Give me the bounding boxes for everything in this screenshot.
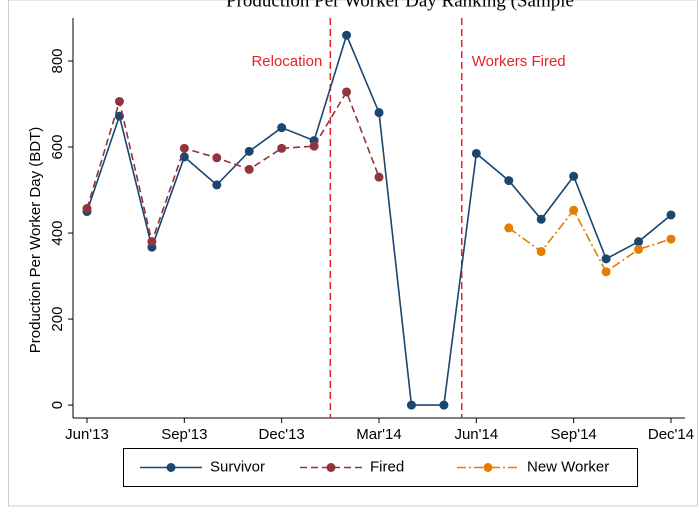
y-tick-label: 600	[49, 135, 66, 160]
data-point	[569, 171, 579, 181]
data-point	[504, 223, 514, 233]
data-point	[536, 214, 546, 224]
x-tick-label: Mar'14	[356, 426, 401, 443]
data-point	[666, 210, 676, 220]
data-point	[244, 164, 254, 174]
data-point	[374, 172, 384, 182]
data-point	[277, 123, 287, 133]
chart-title: Production Per Worker Day Ranking (Sampl…	[226, 0, 574, 11]
y-tick-label: 0	[49, 401, 66, 409]
data-point	[212, 153, 222, 163]
series-line	[508, 208, 672, 273]
data-point	[536, 247, 546, 257]
x-tick-label: Jun'14	[454, 426, 498, 443]
y-tick-label: 800	[49, 48, 66, 73]
series-line	[86, 90, 380, 245]
data-point	[666, 234, 676, 244]
data-point	[471, 148, 481, 158]
data-point	[569, 205, 579, 215]
legend-label: New Worker	[527, 458, 609, 475]
y-tick-label: 400	[49, 221, 66, 246]
data-point	[179, 143, 189, 153]
data-point	[439, 400, 449, 410]
data-point	[342, 30, 352, 40]
data-point	[82, 204, 92, 214]
annotation-label: Relocation	[251, 53, 322, 70]
data-point	[601, 267, 611, 277]
legend-marker	[326, 463, 336, 472]
data-point	[147, 237, 157, 247]
series-line	[86, 32, 672, 406]
legend-marker	[483, 463, 493, 472]
legend-label: Survivor	[210, 458, 265, 475]
data-point	[634, 244, 644, 254]
legend-box	[123, 448, 638, 487]
data-point	[342, 87, 352, 97]
x-tick-label: Jun'13	[65, 426, 109, 443]
legend-label: Fired	[370, 458, 404, 475]
data-point	[212, 180, 222, 190]
data-point	[601, 254, 611, 264]
data-point	[277, 143, 287, 153]
data-point	[309, 141, 319, 151]
data-point	[406, 400, 416, 410]
data-point	[114, 96, 124, 106]
annotation-label: Workers Fired	[472, 53, 566, 70]
x-tick-label: Sep'13	[161, 426, 207, 443]
graph-region	[8, 0, 698, 507]
data-point	[504, 176, 514, 186]
y-axis-label: Production Per Worker Day (BDT)	[27, 127, 44, 353]
x-tick-label: Dec'14	[648, 426, 694, 443]
data-point	[374, 108, 384, 118]
data-point	[634, 237, 644, 247]
legend-marker	[166, 463, 176, 472]
y-tick-label: 200	[49, 307, 66, 332]
x-tick-label: Dec'13	[259, 426, 305, 443]
data-point	[244, 146, 254, 156]
x-tick-label: Sep'14	[551, 426, 597, 443]
